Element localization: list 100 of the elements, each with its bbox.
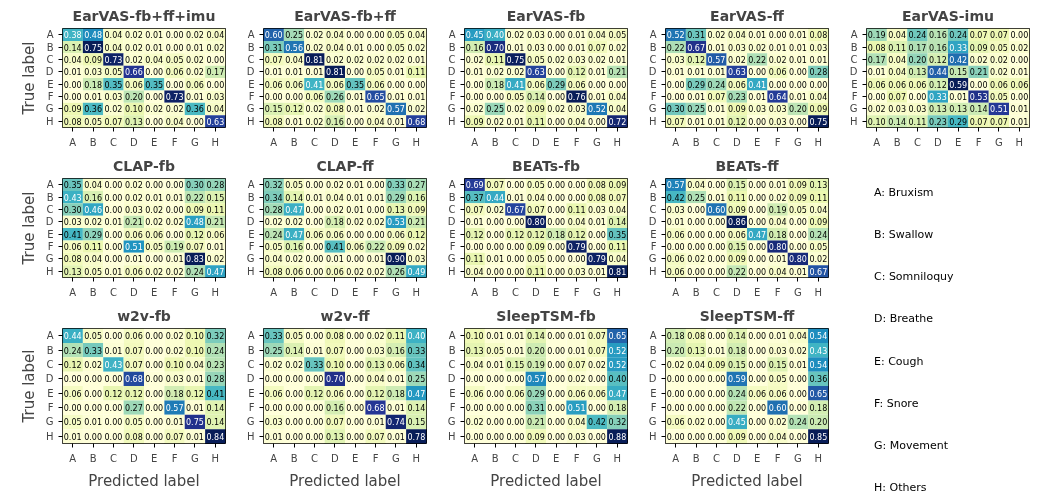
y-tick-label: G (648, 103, 657, 115)
data-label: 0.88 (608, 432, 627, 442)
data-label: 0.01 (809, 55, 828, 65)
x-tick-label: G (794, 452, 802, 464)
data-label: 0.28 (206, 181, 225, 191)
data-label: 0.15 (506, 360, 525, 370)
data-label: 0.03 (727, 43, 746, 53)
data-label: 0.00 (145, 432, 164, 442)
data-label: 0.01 (145, 193, 164, 203)
data-label: 0.01 (346, 181, 365, 191)
x-tick-label: A (672, 136, 680, 148)
y-tick-label: B (649, 191, 657, 203)
data-label: 0.15 (727, 360, 746, 370)
data-label: 0.00 (366, 181, 385, 191)
data-label: 0.02 (547, 105, 566, 115)
data-label: 0.14 (526, 93, 545, 103)
data-label: 0.18 (165, 389, 184, 399)
y-tick-label: G (45, 416, 54, 428)
data-label: 0.02 (567, 375, 586, 385)
data-label: 0.15 (768, 360, 787, 370)
data-label: 0.02 (285, 360, 303, 370)
data-label: 0.11 (486, 55, 504, 65)
data-label: 0.08 (588, 193, 606, 203)
data-label: 0.00 (707, 389, 726, 399)
data-label: 0.00 (465, 243, 484, 253)
data-label: 0.01 (104, 218, 123, 228)
data-label: 0.63 (526, 68, 545, 78)
data-label: 0.06 (387, 230, 405, 240)
data-label: 0.24 (949, 31, 968, 41)
y-tick-label: F (449, 402, 456, 414)
x-tick-label: C (712, 136, 720, 148)
data-label: 0.02 (124, 181, 143, 191)
x-tick-label: B (290, 452, 298, 464)
x-tick-label: D (129, 452, 138, 464)
data-label: 0.00 (145, 93, 164, 103)
data-label: 0.02 (366, 332, 385, 342)
data-label: 0.08 (264, 267, 283, 277)
data-label: 0.05 (285, 332, 303, 342)
data-label: 0.07 (666, 117, 685, 127)
data-label: 0.83 (186, 255, 204, 265)
data-label: 0.08 (325, 332, 344, 342)
data-label: 0.01 (707, 117, 726, 127)
data-label: 0.13 (809, 181, 828, 191)
text: E: Cough (874, 354, 924, 368)
x-tick-label: E (151, 286, 158, 298)
text: G: Movement (874, 439, 949, 453)
data-label: 0.03 (124, 205, 143, 215)
data-label: 0.00 (387, 80, 405, 90)
data-label: 0.33 (949, 43, 968, 53)
data-label: 0.17 (206, 68, 225, 78)
data-label: 0.02 (407, 43, 426, 53)
data-label: 0.18 (486, 80, 504, 90)
data-label: 0.12 (285, 105, 303, 115)
data-label: 0.19 (768, 205, 787, 215)
x-tick-label: G (794, 136, 802, 148)
data-label: 0.00 (748, 218, 767, 228)
x-tick-label: C (511, 286, 519, 298)
data-label: 0.35 (608, 230, 627, 240)
x-tick-label: H (211, 286, 220, 298)
data-label: 0.00 (707, 375, 726, 385)
data-label: 0.13 (949, 105, 968, 115)
data-label: 0.00 (666, 243, 685, 253)
data-label: 0.34 (407, 360, 426, 370)
data-label: 0.01 (165, 418, 184, 428)
data-label: 0.00 (908, 93, 927, 103)
data-label: 0.02 (486, 68, 504, 78)
y-tick-label: H (45, 430, 54, 442)
data-label: 0.00 (264, 375, 283, 385)
data-label: 0.22 (366, 243, 385, 253)
data-label: 0.02 (84, 218, 102, 228)
data-label: 0.01 (346, 93, 365, 103)
data-label: 0.09 (387, 243, 405, 253)
data-label: 0.12 (465, 230, 484, 240)
data-label: 0.00 (145, 404, 164, 414)
data-label: 0.00 (486, 243, 504, 253)
data-label: 0.63 (206, 117, 225, 127)
x-tick-label: B (290, 286, 298, 298)
data-label: 0.04 (104, 31, 123, 41)
data-label: 0.00 (567, 255, 586, 265)
data-label: 0.43 (809, 346, 828, 356)
data-label: 0.00 (285, 432, 303, 442)
data-label: 0.12 (506, 230, 525, 240)
data-label: 0.06 (666, 418, 685, 428)
data-label: 0.00 (547, 205, 566, 215)
data-label: 0.01 (789, 360, 807, 370)
data-label: 0.01 (666, 218, 685, 228)
x-tick-label: G (191, 452, 199, 464)
data-label: 0.69 (465, 181, 484, 191)
data-label: 0.33 (264, 332, 283, 342)
data-label: 0.05 (809, 243, 828, 253)
data-label: 0.00 (104, 255, 123, 265)
data-label: 0.42 (666, 193, 685, 203)
data-label: 0.48 (186, 218, 204, 228)
data-label: 0.18 (809, 404, 828, 414)
data-label: 0.16 (285, 243, 303, 253)
y-tick-label: G (447, 416, 456, 428)
data-label: 0.00 (547, 218, 566, 228)
data-label: 0.07 (165, 432, 184, 442)
y-tick-label: G (45, 103, 54, 115)
data-label: 0.06 (387, 360, 405, 370)
